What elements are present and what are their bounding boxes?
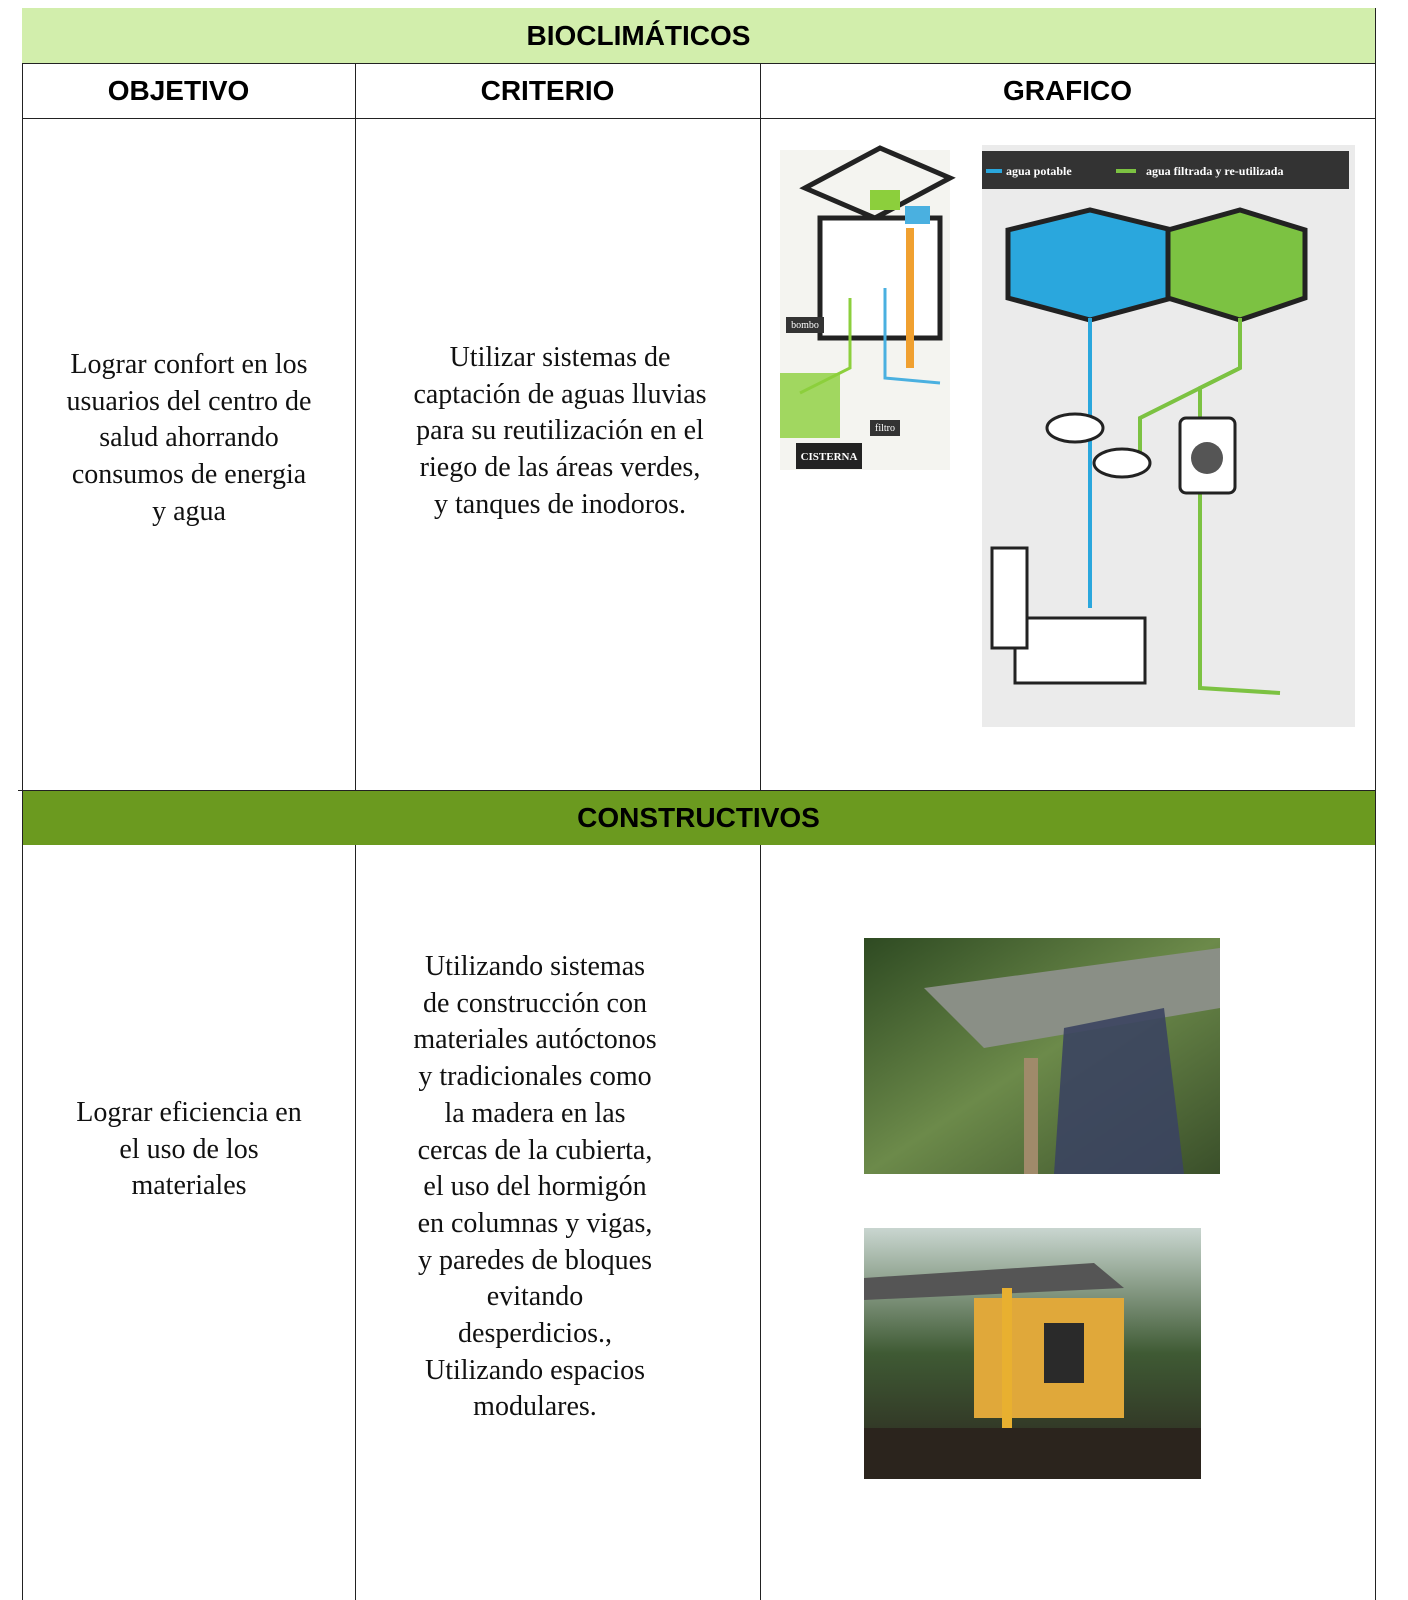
text-line: salud ahorrando bbox=[99, 422, 279, 454]
column-header: OBJETIVO bbox=[107, 74, 250, 106]
text-line: modulares. bbox=[473, 1391, 597, 1423]
legend-label: agua potable bbox=[1006, 164, 1072, 178]
section-title: CONSTRUCTIVOS bbox=[577, 801, 820, 833]
text-line: captación de aguas lluvias bbox=[413, 378, 707, 410]
text-line: riego de las áreas verdes, bbox=[419, 452, 701, 484]
objective: Lograr eficiencia en el uso de los materia… bbox=[30, 1095, 348, 1205]
text-line: de construcción con bbox=[423, 987, 647, 1019]
text-line: y paredes de bloques bbox=[417, 1244, 653, 1276]
text-line: el uso del hormigón bbox=[423, 1171, 647, 1203]
text-line: Lograr confort en los bbox=[70, 349, 308, 380]
photo bbox=[864, 1228, 1201, 1479]
table-title: BIOCLIMÁTICOS bbox=[526, 19, 751, 51]
text-line: el uso de los bbox=[119, 1133, 259, 1165]
text-line: Utilizando sistemas bbox=[424, 951, 646, 982]
text-line: usuarios del centro de bbox=[66, 385, 312, 417]
column-header: GRAFICO bbox=[1002, 74, 1133, 106]
water-diagram: bombo filtro CISTERNA agua potable agua … bbox=[780, 145, 1355, 727]
figure-label: filtro bbox=[875, 423, 895, 434]
title-bar: BIOCLIMÁTICOS bbox=[22, 8, 1375, 63]
text-line: y tanques de inodoros. bbox=[434, 488, 686, 520]
criterion: Utilizar sistemas de captación de aguas l… bbox=[380, 340, 740, 524]
figure-label: bombo bbox=[791, 320, 819, 331]
text-line: materiales autóctonos bbox=[413, 1024, 657, 1056]
text-line: para su reutilización en el bbox=[416, 415, 704, 447]
text-line: Lograr eficiencia en bbox=[76, 1097, 302, 1128]
text-line: desperdicios., bbox=[458, 1318, 612, 1350]
text-line: cercas de la cubierta, bbox=[417, 1134, 653, 1166]
text-line: Utilizando espacios bbox=[424, 1354, 646, 1386]
text-line: Utilizar sistemas de bbox=[449, 342, 671, 373]
text-line: evitando bbox=[486, 1281, 584, 1313]
figure-label: CISTERNA bbox=[801, 451, 858, 463]
photo bbox=[864, 938, 1220, 1174]
text-line: y agua bbox=[152, 495, 226, 527]
column-header: CRITERIO bbox=[480, 74, 615, 106]
criterion: Utilizando sistemas de construcción con ma… bbox=[370, 949, 700, 1426]
text-line: materiales bbox=[131, 1170, 247, 1202]
text-line: en columnas y vigas, bbox=[417, 1207, 653, 1239]
text-line: la madera en las bbox=[444, 1097, 626, 1129]
legend-label: agua filtrada y re-utilizada bbox=[1146, 164, 1283, 178]
text-line: consumos de energia bbox=[71, 459, 307, 491]
objective: Lograr confort en los usuarios del centro… bbox=[30, 347, 348, 531]
text-line: y tradicionales como bbox=[418, 1061, 652, 1093]
section-bar: CONSTRUCTIVOS bbox=[22, 790, 1375, 845]
